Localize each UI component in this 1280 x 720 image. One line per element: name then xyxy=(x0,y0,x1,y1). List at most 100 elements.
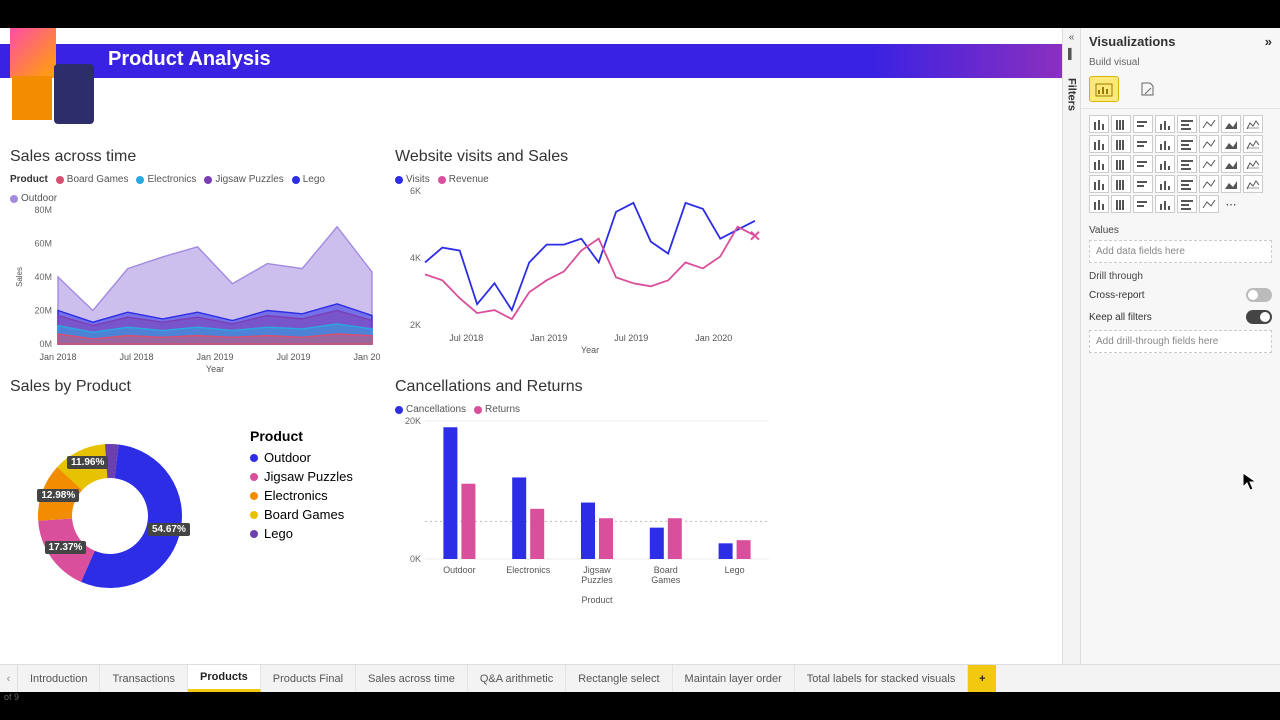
svg-text:Outdoor: Outdoor xyxy=(443,565,476,575)
viz-type-chip[interactable] xyxy=(1089,175,1109,193)
viz-type-chip[interactable] xyxy=(1089,155,1109,173)
page-tab[interactable]: Q&A arithmetic xyxy=(468,665,566,692)
filters-label: Filters xyxy=(1066,78,1078,111)
viz-type-chip[interactable] xyxy=(1243,115,1263,133)
svg-text:4K: 4K xyxy=(410,253,421,263)
mouse-cursor xyxy=(1242,472,1258,492)
chart-website-visits[interactable]: Website visits and Sales VisitsRevenue 2… xyxy=(395,148,765,358)
viz-type-chip[interactable] xyxy=(1155,195,1175,213)
viz-type-chip[interactable] xyxy=(1155,135,1175,153)
svg-text:20K: 20K xyxy=(405,416,421,426)
viz-type-chip[interactable] xyxy=(1199,195,1219,213)
cross-report-toggle[interactable] xyxy=(1246,288,1272,302)
report-canvas: Product Analysis Sales across time Produ… xyxy=(0,28,1062,692)
svg-text:Jan 2019: Jan 2019 xyxy=(196,352,233,362)
expand-filters-icon[interactable]: « xyxy=(1069,32,1075,43)
svg-text:40M: 40M xyxy=(34,272,52,282)
viz-type-chip[interactable] xyxy=(1221,115,1241,133)
viz-type-chip[interactable] xyxy=(1111,155,1131,173)
viz-type-chip[interactable] xyxy=(1199,155,1219,173)
svg-text:Jul 2019: Jul 2019 xyxy=(276,352,310,362)
viz-type-chip[interactable] xyxy=(1243,175,1263,193)
viz-type-chip[interactable] xyxy=(1199,135,1219,153)
page-tab[interactable]: Maintain layer order xyxy=(673,665,795,692)
add-page-button[interactable]: + xyxy=(968,665,996,692)
svg-text:Year: Year xyxy=(581,345,599,355)
page-tab[interactable]: Rectangle select xyxy=(566,665,672,692)
svg-text:0K: 0K xyxy=(410,554,421,564)
svg-text:20M: 20M xyxy=(34,306,52,316)
line-chart-svg: 2K4K6KJul 2018Jan 2019Jul 2019Jan 2020Ye… xyxy=(395,185,765,355)
svg-text:Jan 2020: Jan 2020 xyxy=(353,352,380,362)
page-tab[interactable]: Transactions xyxy=(100,665,188,692)
viz-pane-subtitle: Build visual xyxy=(1081,55,1280,70)
visualizations-pane: Visualizations » Build visual ⋯ Values A… xyxy=(1080,28,1280,692)
viz-type-chip[interactable] xyxy=(1111,135,1131,153)
svg-text:Electronics: Electronics xyxy=(506,565,551,575)
viz-type-chip[interactable] xyxy=(1155,115,1175,133)
svg-text:Product: Product xyxy=(581,595,613,605)
chart-sales-by-product[interactable]: Sales by Product 54.67%17.37%12.98%11.96… xyxy=(10,378,380,618)
svg-text:60M: 60M xyxy=(34,239,52,249)
viz-type-chip[interactable] xyxy=(1089,115,1109,133)
status-bar: of 9 xyxy=(4,692,19,710)
page-tab[interactable]: Sales across time xyxy=(356,665,468,692)
logo-shape-c xyxy=(54,64,94,124)
svg-text:Board: Board xyxy=(654,565,678,575)
viz-type-chip[interactable] xyxy=(1133,195,1153,213)
chart-legend: ProductBoard GamesElectronicsJigsaw Puzz… xyxy=(10,174,380,204)
viz-type-chip[interactable] xyxy=(1221,175,1241,193)
area-chart-svg: 0M20M40M60M80MJan 2018Jul 2018Jan 2019Ju… xyxy=(10,204,380,374)
visualization-type-grid: ⋯ xyxy=(1081,109,1280,219)
page-tab[interactable]: Introduction xyxy=(18,665,100,692)
viz-type-chip[interactable] xyxy=(1133,115,1153,133)
page-tab[interactable]: Products Final xyxy=(261,665,356,692)
viz-type-chip[interactable] xyxy=(1089,135,1109,153)
chart-legend: VisitsRevenue xyxy=(395,174,765,185)
filters-pane-collapsed[interactable]: « ▌ Filters xyxy=(1062,28,1080,692)
viz-type-chip[interactable] xyxy=(1155,175,1175,193)
viz-type-chip[interactable] xyxy=(1111,175,1131,193)
viz-type-chip[interactable] xyxy=(1089,195,1109,213)
svg-text:80M: 80M xyxy=(34,205,52,215)
viz-type-chip[interactable] xyxy=(1221,155,1241,173)
svg-text:Jul 2018: Jul 2018 xyxy=(449,333,483,343)
viz-type-chip[interactable] xyxy=(1177,175,1197,193)
chart-legend: CancellationsReturns xyxy=(395,404,775,415)
build-visual-tab[interactable] xyxy=(1089,76,1119,102)
donut-chart-svg xyxy=(10,416,210,616)
chart-cancellations-returns[interactable]: Cancellations and Returns CancellationsR… xyxy=(395,378,775,618)
logo-shape-b xyxy=(12,76,52,120)
viz-type-chip[interactable] xyxy=(1133,175,1153,193)
viz-type-chip[interactable] xyxy=(1133,135,1153,153)
values-field-well[interactable]: Add data fields here xyxy=(1089,240,1272,263)
viz-type-chip[interactable] xyxy=(1243,135,1263,153)
drillthrough-field-well[interactable]: Add drill-through fields here xyxy=(1089,330,1272,353)
viz-type-chip[interactable] xyxy=(1243,155,1263,173)
svg-text:Jigsaw: Jigsaw xyxy=(583,565,611,575)
keep-filters-toggle[interactable] xyxy=(1246,310,1272,324)
viz-pane-title: Visualizations xyxy=(1089,34,1175,49)
viz-type-chip[interactable] xyxy=(1111,115,1131,133)
filters-icon[interactable]: ▌ xyxy=(1068,49,1075,60)
viz-type-chip[interactable] xyxy=(1199,115,1219,133)
viz-type-chip[interactable] xyxy=(1111,195,1131,213)
page-tab[interactable]: Total labels for stacked visuals xyxy=(795,665,969,692)
bar-chart-svg: 0K20KOutdoorElectronicsJigsawPuzzlesBoar… xyxy=(395,415,775,605)
viz-type-chip[interactable] xyxy=(1199,175,1219,193)
page-tab[interactable]: Products xyxy=(188,665,261,692)
tab-scroll-left[interactable]: ‹ xyxy=(0,665,18,692)
viz-type-more[interactable]: ⋯ xyxy=(1221,195,1241,213)
svg-text:2K: 2K xyxy=(410,320,421,330)
viz-type-chip[interactable] xyxy=(1177,115,1197,133)
viz-type-chip[interactable] xyxy=(1221,135,1241,153)
collapse-viz-icon[interactable]: » xyxy=(1265,34,1272,49)
viz-type-chip[interactable] xyxy=(1177,155,1197,173)
viz-type-chip[interactable] xyxy=(1133,155,1153,173)
chart-sales-across-time[interactable]: Sales across time ProductBoard GamesElec… xyxy=(10,148,380,358)
format-visual-tab[interactable] xyxy=(1133,76,1163,102)
svg-text:Lego: Lego xyxy=(725,565,745,575)
viz-type-chip[interactable] xyxy=(1177,195,1197,213)
viz-type-chip[interactable] xyxy=(1155,155,1175,173)
viz-type-chip[interactable] xyxy=(1177,135,1197,153)
